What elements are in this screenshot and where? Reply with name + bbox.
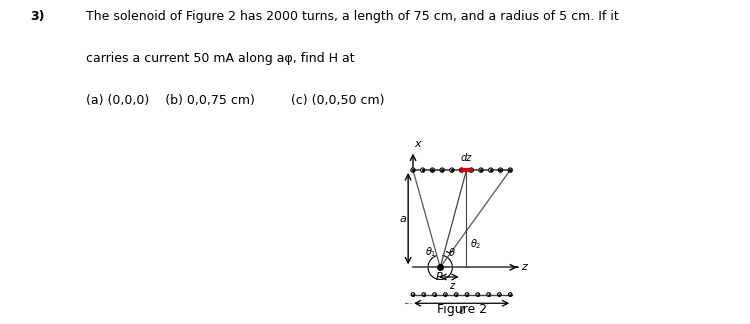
Text: 3): 3) — [30, 10, 44, 23]
Circle shape — [497, 293, 501, 296]
Circle shape — [440, 168, 444, 172]
Circle shape — [450, 168, 454, 172]
Circle shape — [498, 168, 502, 172]
Circle shape — [488, 168, 493, 172]
Circle shape — [430, 168, 434, 172]
Circle shape — [465, 293, 469, 296]
Circle shape — [487, 293, 490, 296]
Text: $\theta_2$: $\theta_2$ — [470, 237, 482, 251]
Text: (a) (0,0,0)    (b) 0,0,75 cm)         (c) (0,0,50 cm): (a) (0,0,0) (b) 0,0,75 cm) (c) (0,0,50 c… — [86, 94, 385, 107]
Text: a: a — [399, 214, 406, 224]
Circle shape — [422, 293, 425, 296]
Text: The solenoid of Figure 2 has 2000 turns, a length of 75 cm, and a radius of 5 cm: The solenoid of Figure 2 has 2000 turns,… — [86, 10, 619, 23]
Circle shape — [433, 293, 436, 296]
Text: P: P — [436, 272, 442, 282]
Text: z: z — [449, 281, 454, 291]
Circle shape — [411, 293, 415, 296]
Circle shape — [411, 168, 416, 172]
Text: Figure 2: Figure 2 — [436, 303, 487, 316]
Circle shape — [443, 293, 447, 296]
Circle shape — [470, 168, 473, 172]
Circle shape — [508, 168, 512, 172]
Circle shape — [509, 293, 512, 296]
Text: z: z — [521, 262, 526, 272]
Text: x: x — [414, 139, 421, 149]
Circle shape — [454, 293, 458, 296]
Text: carries a current 50 mA along aφ, find H at: carries a current 50 mA along aφ, find H… — [86, 52, 355, 65]
Text: $\theta$: $\theta$ — [448, 246, 456, 258]
Circle shape — [460, 168, 464, 172]
Text: $\theta_1$: $\theta_1$ — [424, 245, 436, 259]
Circle shape — [479, 168, 483, 172]
Text: dz: dz — [460, 153, 472, 163]
Text: $\ell$: $\ell$ — [458, 304, 465, 316]
Circle shape — [421, 168, 424, 172]
Circle shape — [476, 293, 479, 296]
